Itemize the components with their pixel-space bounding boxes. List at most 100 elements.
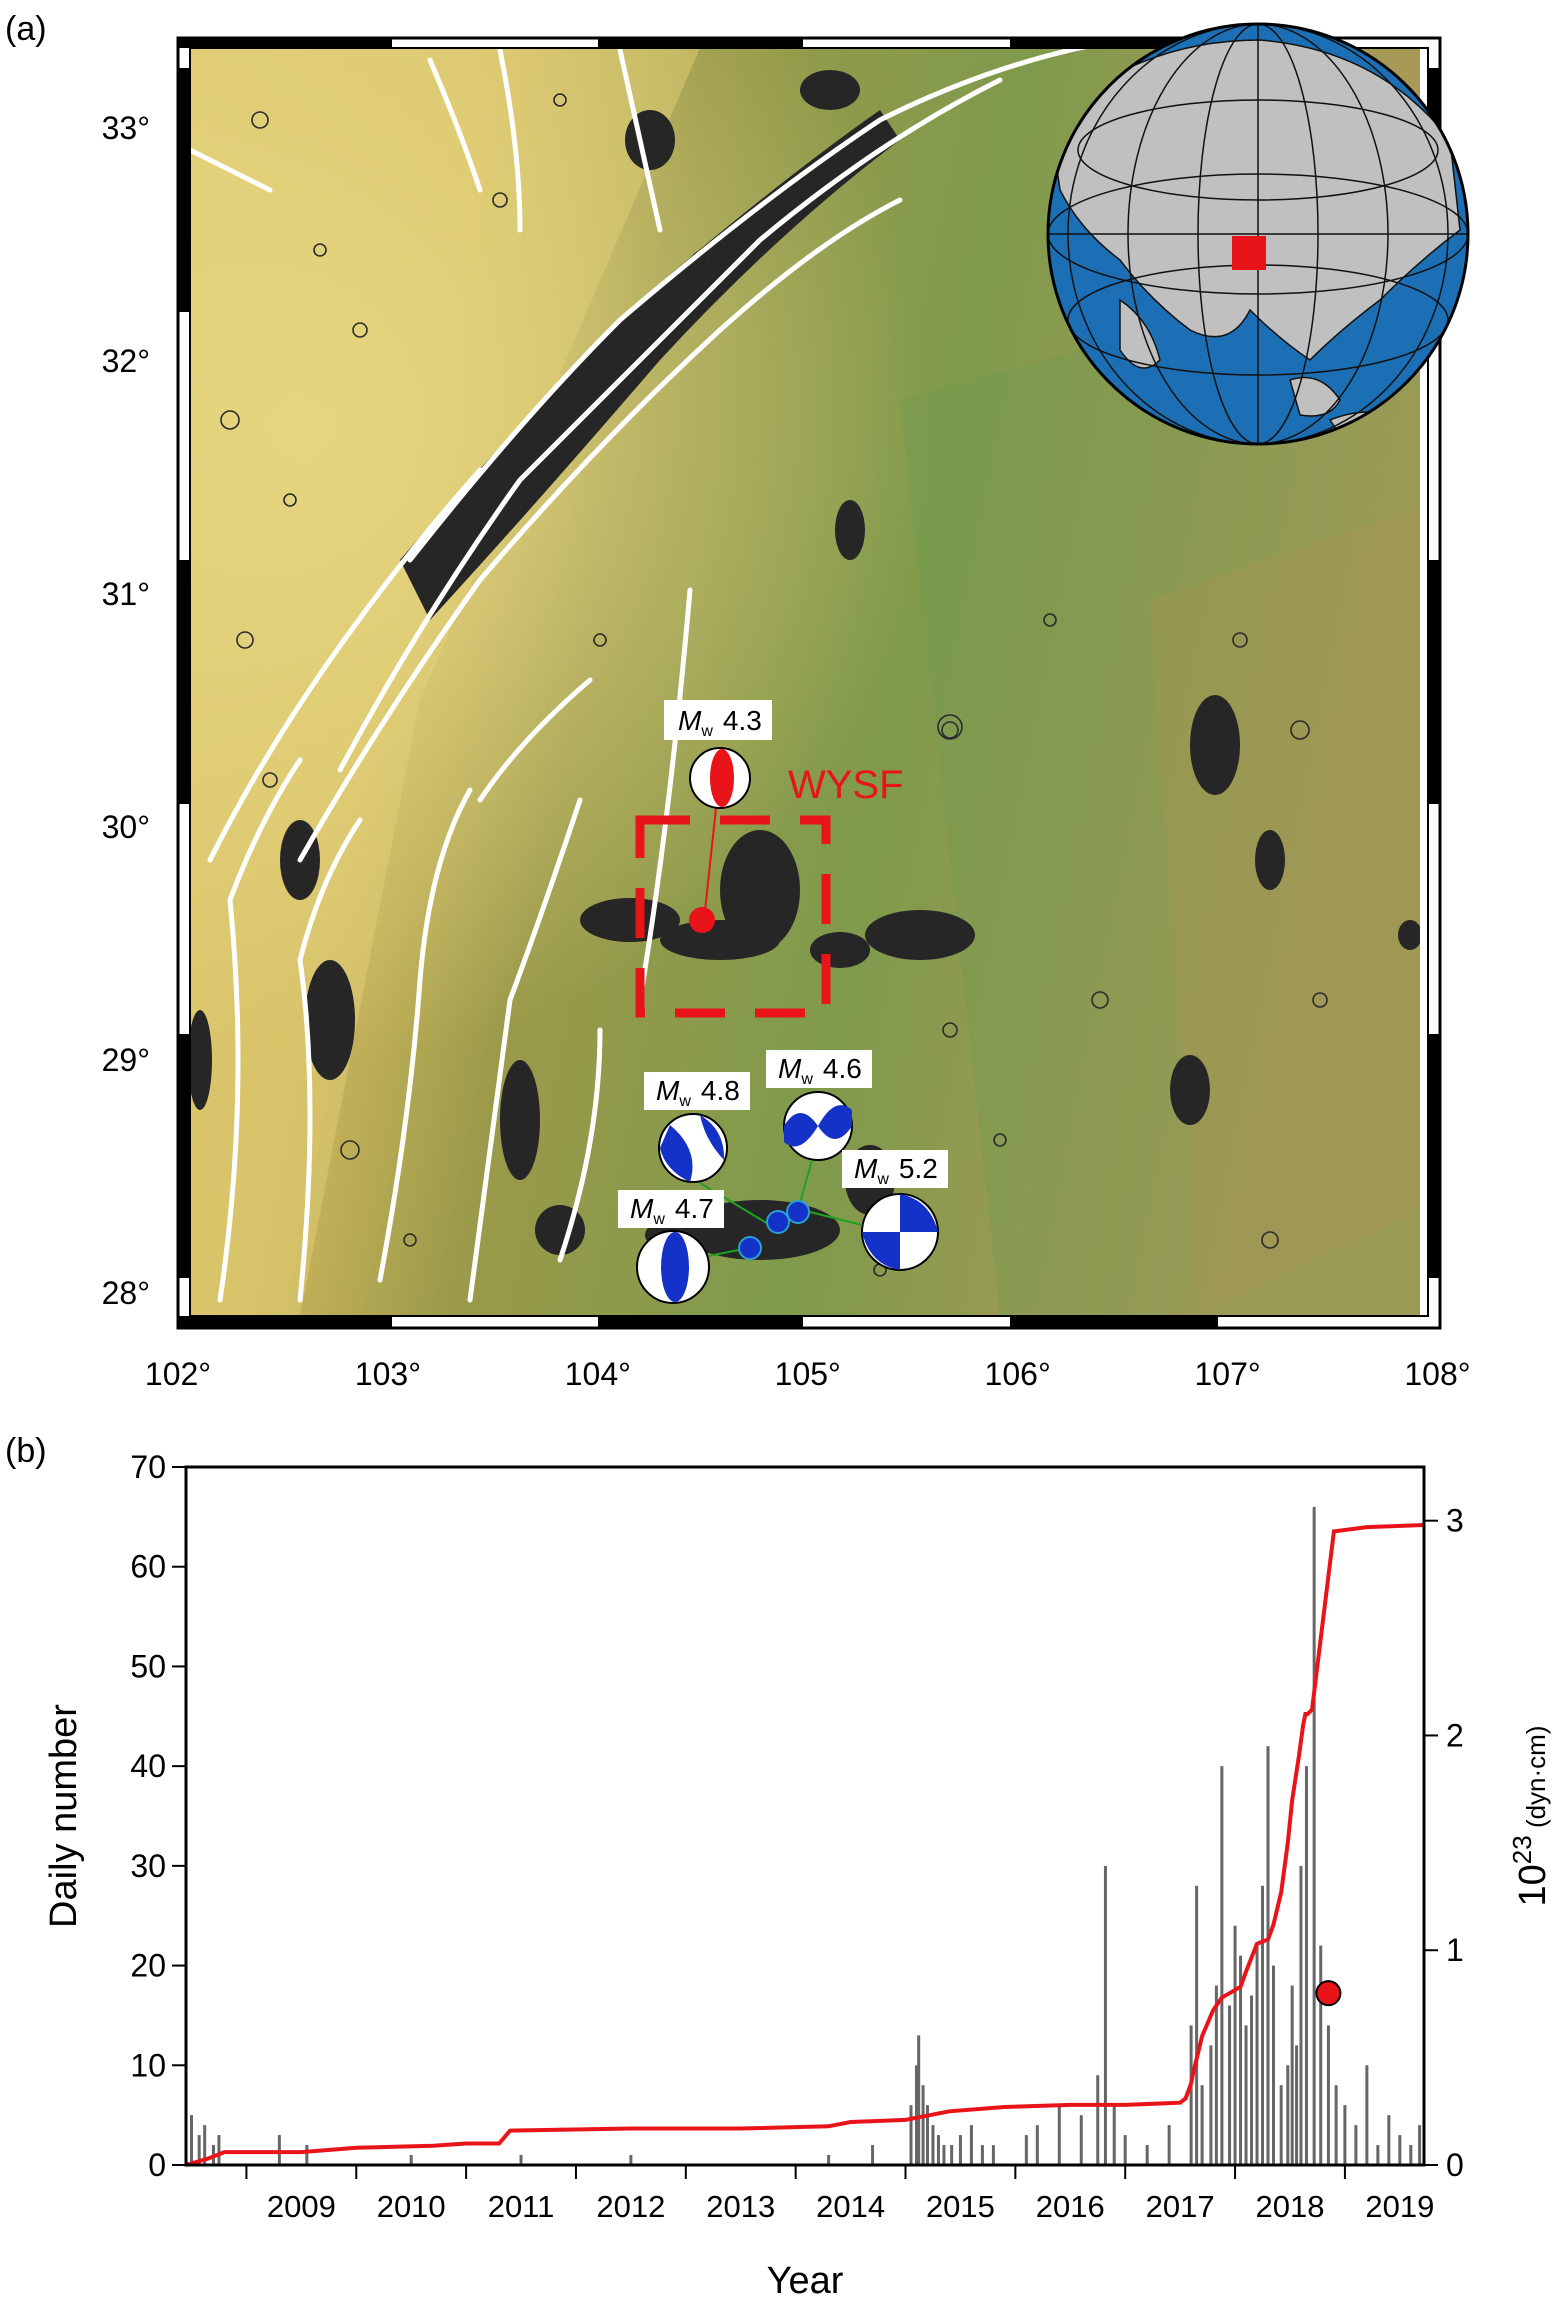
daily-count-bar	[189, 2115, 193, 2165]
longitude-tick-label: 102°	[145, 1356, 211, 1392]
x-tick-label: 2010	[377, 2189, 446, 2224]
daily-count-bar	[1209, 2045, 1213, 2165]
daily-count-bar	[909, 2105, 913, 2165]
daily-count-bar	[1189, 2025, 1193, 2165]
y2-tick-label: 3	[1446, 1503, 1464, 1539]
cumulative-moment-line	[185, 1523, 1425, 2167]
daily-count-bar	[1195, 1885, 1199, 2165]
daily-count-bar	[921, 2085, 925, 2165]
panel-b-label: (b)	[5, 1432, 47, 1470]
daily-count-bar	[1024, 2135, 1028, 2165]
y-tick-label: 30	[130, 1848, 166, 1884]
daily-count-bar	[1304, 1766, 1308, 2165]
daily-count-bar	[1365, 2065, 1369, 2165]
daily-count-bar	[1255, 1945, 1259, 2165]
y2-axis-label: 1023 (dyn·cm)	[1507, 1726, 1554, 1907]
daily-count-bar	[1079, 2115, 1083, 2165]
y-tick-label: 10	[130, 2047, 166, 2083]
daily-count-bar	[1244, 2025, 1248, 2165]
x-tick-label: 2009	[267, 2189, 336, 2224]
y2-tick-label: 0	[1446, 2147, 1464, 2183]
daily-count-bar	[1272, 1965, 1276, 2165]
daily-count-bar	[1279, 2085, 1283, 2165]
plot-frame	[184, 1465, 1426, 2167]
focal-mechanism-mw48: Mw 4.8	[644, 1072, 771, 1226]
daily-count-bar	[827, 2155, 831, 2165]
daily-count-bar	[629, 2155, 633, 2165]
svg-text:Mw4.8: Mw 4.8	[656, 1075, 740, 1110]
daily-count-bar	[1112, 2105, 1116, 2165]
daily-count-bar	[1398, 2135, 1402, 2165]
daily-count-bar	[1250, 1995, 1254, 2165]
x-tick-label: 2017	[1146, 2189, 1215, 2224]
x-tick-label: 2016	[1036, 2189, 1105, 2224]
map-frame	[176, 36, 1442, 1330]
main-event-marker	[1315, 1980, 1342, 2007]
x-tick-label: 2014	[816, 2189, 885, 2224]
x-tick-label: 2019	[1365, 2189, 1434, 2224]
study-area-box	[635, 789, 831, 1018]
daily-count-bar	[936, 2135, 940, 2165]
focal-mechanism-mw46: Mw 4.6	[766, 1050, 872, 1211]
main-event-epicenter	[689, 907, 715, 933]
daily-count-bar	[1167, 2125, 1171, 2165]
daily-count-bar	[1286, 2065, 1290, 2165]
longitude-tick-label: 107°	[1194, 1356, 1260, 1392]
daily-count-bar	[1200, 2085, 1204, 2165]
x-tick-label: 2013	[706, 2189, 775, 2224]
daily-count-bar	[1409, 2145, 1413, 2165]
y-tick-label: 60	[130, 1549, 166, 1585]
daily-count-bar	[1261, 1885, 1265, 2165]
main-event-focal-mechanism: Mw 4.3	[664, 700, 772, 809]
daily-count-bar	[1266, 1746, 1270, 2165]
fault-label-wysf: WYSF	[788, 763, 904, 807]
longitude-tick-label: 106°	[985, 1356, 1051, 1392]
focal-mechanisms: Mw 4.8 Mw 4.6 Mw 5.2	[618, 1050, 948, 1304]
daily-count-bar	[1096, 2075, 1100, 2165]
panel-a: (a)	[5, 10, 1471, 1392]
daily-count-bar	[1343, 2105, 1347, 2165]
daily-count-bar	[519, 2155, 523, 2165]
daily-count-bar	[969, 2125, 973, 2165]
x-tick-label: 2011	[488, 2189, 555, 2224]
panel-b: (b) 0 10 20 30 40 50 60 70 0 1 2 3 2009 2010 2011 2012 2…	[5, 1432, 1554, 2302]
svg-text:Mw5.2: Mw 5.2	[854, 1153, 938, 1188]
daily-count-bar	[980, 2145, 984, 2165]
latitude-tick-label: 30°	[102, 809, 150, 845]
svg-text:Mw4.7: Mw 4.7	[630, 1193, 714, 1228]
daily-count-bar	[1299, 1865, 1303, 2165]
daily-count-bar	[305, 2145, 309, 2165]
daily-count-bar	[1228, 2005, 1232, 2165]
daily-count-bar	[203, 2125, 207, 2165]
daily-count-bar	[1239, 1955, 1243, 2165]
latitude-tick-labels: 28° 29° 30° 31° 32° 33°	[102, 110, 150, 1311]
daily-count-bar	[917, 2035, 921, 2165]
daily-count-bar	[871, 2145, 875, 2165]
daily-count-bar	[1145, 2145, 1149, 2165]
daily-count-bar	[958, 2135, 962, 2165]
daily-count-bar	[1057, 2105, 1061, 2165]
daily-count-bar	[1123, 2135, 1127, 2165]
daily-count-bar	[1214, 1985, 1218, 2165]
y2-tick-label: 1	[1446, 1932, 1464, 1968]
daily-count-bar	[1103, 1865, 1107, 2165]
daily-count-bar	[217, 2135, 221, 2165]
daily-count-bar	[197, 2135, 201, 2165]
latitude-tick-label: 29°	[102, 1042, 150, 1078]
panel-a-label: (a)	[5, 10, 47, 48]
latitude-tick-label: 33°	[102, 110, 150, 146]
daily-count-bar	[931, 2125, 935, 2165]
daily-count-bar	[1319, 1945, 1323, 2165]
daily-count-bar	[277, 2135, 281, 2165]
y-tick-label: 40	[130, 1748, 166, 1784]
daily-count-bar	[1387, 2115, 1391, 2165]
y-tick-label: 20	[130, 1948, 166, 1984]
y-tick-label: 70	[130, 1449, 166, 1485]
y-axis-label: Daily number	[43, 1704, 85, 1928]
latitude-tick-label: 31°	[102, 576, 150, 612]
daily-count-bar	[950, 2145, 954, 2165]
daily-count-bar	[1418, 2125, 1422, 2165]
x-tick-label: 2012	[596, 2189, 665, 2224]
daily-count-bar	[1295, 2045, 1299, 2165]
